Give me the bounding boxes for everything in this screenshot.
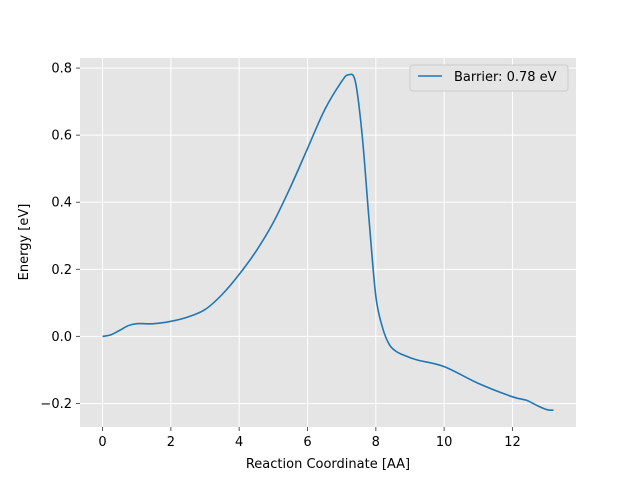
y-axis-label: Energy [eV] — [17, 204, 32, 281]
x-axis-ticks: 0 2 4 6 8 10 12 — [98, 427, 521, 450]
legend-box — [409, 64, 569, 92]
x-tick-label: 0 — [98, 435, 106, 450]
y-tick-label: 0.4 — [51, 196, 72, 211]
y-tick-label: 0.8 — [51, 62, 72, 77]
x-tick-label: 2 — [167, 435, 175, 450]
y-tick-label: 0.2 — [51, 263, 72, 278]
y-tick-label: −0.2 — [40, 397, 72, 412]
legend: Barrier: 0.78 eV — [409, 64, 569, 92]
plot-area — [80, 58, 576, 427]
y-tick-label: 0.0 — [51, 330, 72, 345]
y-axis-ticks: −0.2 0.0 0.2 0.4 0.6 0.8 — [40, 62, 80, 412]
legend-label: Barrier: 0.78 eV — [454, 70, 557, 85]
y-tick-label: 0.6 — [51, 129, 72, 144]
x-tick-label: 8 — [372, 435, 380, 450]
x-tick-label: 10 — [436, 435, 453, 450]
x-tick-label: 6 — [303, 435, 311, 450]
x-axis-label: Reaction Coordinate [AA] — [246, 457, 410, 472]
x-tick-label: 4 — [235, 435, 243, 450]
series-line — [102, 73, 554, 412]
x-tick-label: 12 — [504, 435, 521, 450]
